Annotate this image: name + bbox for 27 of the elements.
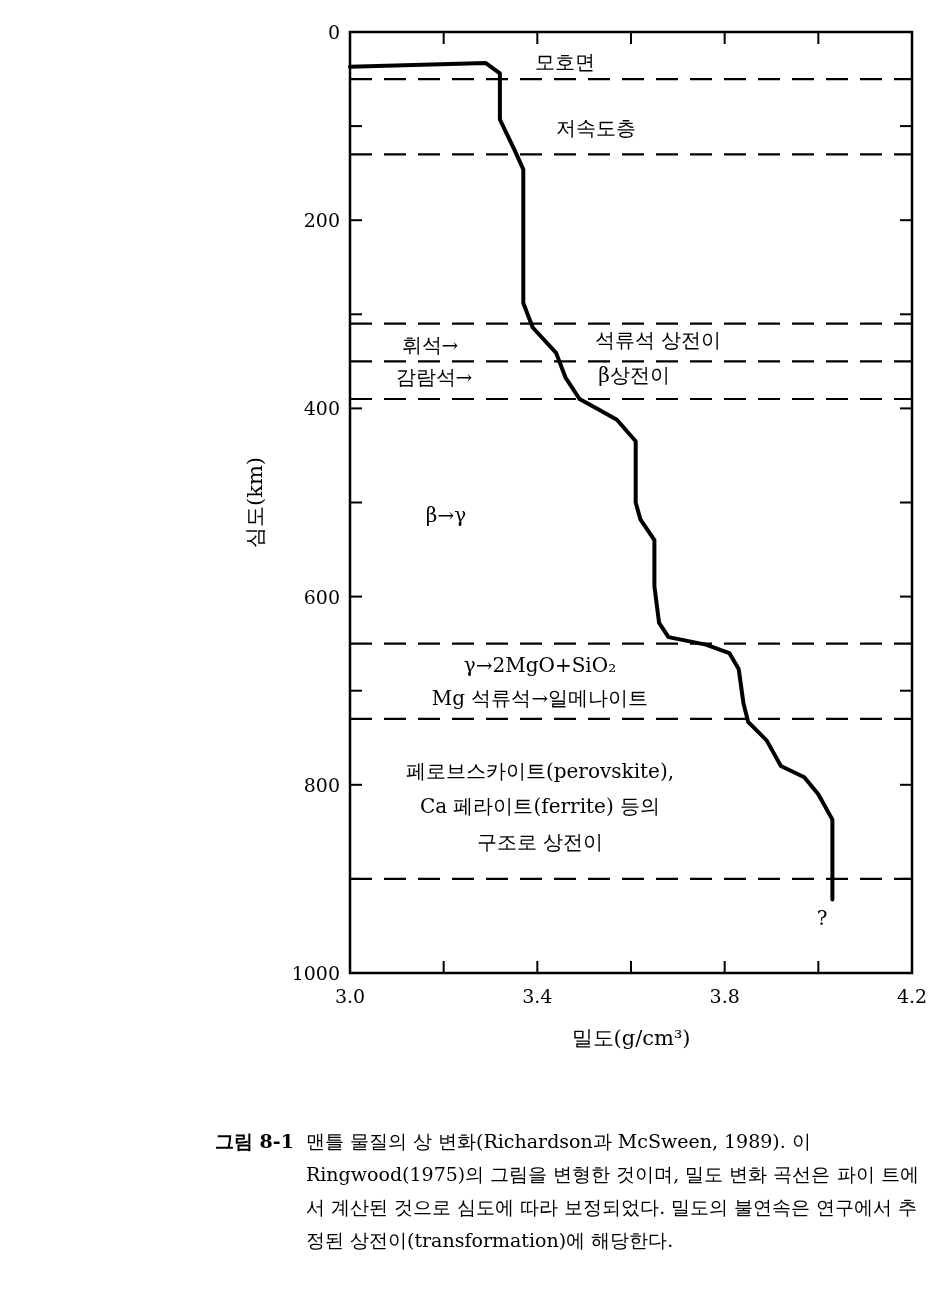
y-tick-label: 1000 <box>291 962 340 984</box>
annotation: 구조로 상전이 <box>476 830 604 854</box>
y-tick-label: 200 <box>303 209 340 232</box>
annotation: β상전이 <box>598 363 670 387</box>
x-tick-label: 3.8 <box>709 985 740 1007</box>
caption: 그림 8-1 <box>215 1129 294 1154</box>
annotation: Ca 페라이트(ferrite) 등의 <box>419 794 661 818</box>
annotation: ? <box>816 906 828 930</box>
y-axis-title: 심도(km) <box>243 456 267 549</box>
y-tick-label: 0 <box>327 21 340 43</box>
text: 맨틀 물질의 상 변화(Richardson과 McSween, 1989). 이 Ringwood(1975)의 그림을 변형한 것이며, 밀도 변화 곡선은 파이 트에서 계산된 것으로 심도에 따라 보정되었다. 밀도의 불연속은 연구에서 추정된 상전이(transformation)에 해당한다. <box>305 1129 920 1253</box>
x-tick-label: 4.2 <box>896 985 928 1007</box>
annotation: 감람석→ <box>395 365 473 389</box>
x-tick-label: 3.4 <box>522 985 553 1007</box>
annotation: β→γ <box>425 503 467 527</box>
annotation: γ→2MgO+SiO₂ <box>463 653 617 677</box>
x-tick-label: 3.0 <box>334 985 366 1007</box>
x-axis-title: 밀도(g/cm³) <box>571 1026 691 1050</box>
annotation: 휘석→ <box>401 333 459 357</box>
annotation: 저속도층 <box>556 116 636 140</box>
annotation: 석류석 상전이 <box>594 328 722 352</box>
annotation: 페로브스카이트(perovskite), <box>405 759 675 783</box>
annotation: Mg 석류석→일메나이트 <box>431 686 649 710</box>
y-tick-label: 600 <box>303 585 340 608</box>
y-tick-label: 400 <box>303 397 340 420</box>
annotation: 모호면 <box>535 50 595 74</box>
y-tick-label: 800 <box>303 773 340 796</box>
